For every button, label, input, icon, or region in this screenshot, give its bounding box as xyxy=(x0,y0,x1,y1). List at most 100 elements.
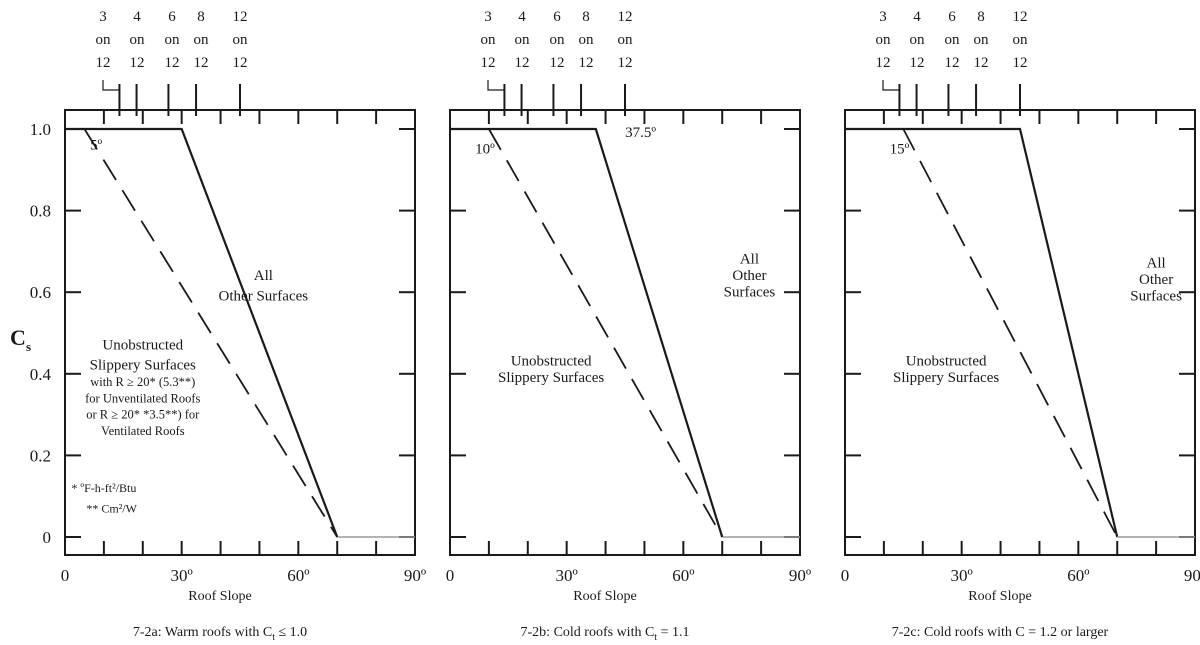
pitch-label: 12 xyxy=(1013,9,1028,25)
pitch-label: on xyxy=(876,32,892,48)
pitch-label: 12 xyxy=(550,55,565,71)
pitch-label: on xyxy=(130,32,146,48)
caption-text: 7-2c: Cold roofs with C = 1.2 or larger xyxy=(892,625,1109,640)
chart-panel-7-2a: 0 0.2 0.4 0.6 0.8 1.0 0 30º 60º 90º Roof Slope 3 on 1… xyxy=(30,9,426,643)
plot-frame xyxy=(449,109,801,556)
chart-annotation: Unobstructed xyxy=(906,354,987,370)
pitch-label: on xyxy=(481,32,497,48)
pitch-label: on xyxy=(1013,32,1029,48)
chart-panel-7-2c: 0 30º 60º 90º Roof Slope 3 on 12 4 on 12 6 on 12 8 on 12… xyxy=(841,9,1200,640)
caption-subscript: t xyxy=(272,632,275,643)
chart-annotation: 5º xyxy=(90,137,103,153)
chart-annotation: Unobstructed xyxy=(511,354,592,370)
chart-annotation: All xyxy=(254,268,273,284)
chart-annotation: 37.5º xyxy=(625,125,656,141)
pitch-label: 6 xyxy=(168,9,176,25)
x-tick-label: 0 xyxy=(61,566,70,585)
pitch-label: on xyxy=(618,32,634,48)
chart-annotation: for Unventilated Roofs xyxy=(85,391,200,405)
pitch-label: 12 xyxy=(945,55,960,71)
caption-tail: ≤ 1.0 xyxy=(275,625,307,640)
series-line-slippery-surfaces xyxy=(83,128,338,538)
pitch-label: 12 xyxy=(194,55,209,71)
x-tick-label: 90º xyxy=(789,566,811,585)
pitch-label: 12 xyxy=(233,55,248,71)
y-tick-label: 1.0 xyxy=(30,120,51,139)
caption-text: 7-2b: Cold roofs with C xyxy=(521,625,655,640)
pitch-label: 12 xyxy=(618,55,633,71)
caption-subscript: t xyxy=(654,632,657,643)
pitch-label: on xyxy=(96,32,112,48)
chart-annotation: or R ≥ 20* *3.5**) for xyxy=(86,408,200,422)
series-line-slippery-surfaces xyxy=(488,128,724,538)
pitch-label: 12 xyxy=(910,55,925,71)
series-line-slippery-surfaces xyxy=(902,128,1119,538)
pitch-label: 12 xyxy=(974,55,989,71)
pitch-label: 8 xyxy=(197,9,205,25)
pitch-label: 8 xyxy=(582,9,590,25)
y-axis-label-sub: s xyxy=(26,339,31,354)
chart-annotation: All xyxy=(740,252,759,268)
pitch-label: 4 xyxy=(518,9,526,25)
chart-annotation: Surfaces xyxy=(724,284,776,300)
y-tick-label: 0.8 xyxy=(30,202,51,221)
chart-annotation: * ºF-h-ft²/Btu xyxy=(71,481,136,495)
chart-annotation: Slippery Surfaces xyxy=(893,370,999,386)
series-line-all-other-surfaces xyxy=(450,127,724,538)
x-tick-label: 60º xyxy=(1067,566,1089,585)
pitch-label: 12 xyxy=(618,9,633,25)
y-tick-label: 0 xyxy=(43,528,52,547)
pitch-label: 12 xyxy=(233,9,248,25)
chart-annotation: Other xyxy=(1139,272,1173,288)
pitch-label: 12 xyxy=(876,55,891,71)
pitch-label: 8 xyxy=(977,9,985,25)
y-tick-label: 0.4 xyxy=(30,365,52,384)
pitch-label: 3 xyxy=(484,9,492,25)
x-axis-title: Roof Slope xyxy=(188,589,251,604)
x-tick-label: 60º xyxy=(672,566,694,585)
chart-annotation: Ventilated Roofs xyxy=(101,424,185,438)
pitch-label: on xyxy=(194,32,210,48)
chart-annotation: Other Surfaces xyxy=(219,288,309,304)
pitch-label: on xyxy=(233,32,249,48)
pitch-label: 6 xyxy=(553,9,561,25)
figure-caption: 7-2c: Cold roofs with C = 1.2 or larger xyxy=(892,625,1109,640)
pitch-label: 3 xyxy=(99,9,107,25)
y-tick-label: 0.6 xyxy=(30,283,51,302)
pitch-label: on xyxy=(974,32,990,48)
x-tick-label: 0 xyxy=(841,566,850,585)
x-tick-label: 60º xyxy=(287,566,309,585)
plot-frame xyxy=(844,109,1196,556)
y-tick-label: 0.2 xyxy=(30,446,51,465)
pitch-label: 3 xyxy=(879,9,887,25)
pitch-label: on xyxy=(945,32,961,48)
series-line-all-other-surfaces xyxy=(65,127,339,538)
figure-caption: 7-2a: Warm roofs with Ct ≤ 1.0 xyxy=(133,625,307,643)
chart-annotation: All xyxy=(1147,256,1166,272)
pitch-label: on xyxy=(550,32,566,48)
chart-annotation: Unobstructed xyxy=(102,337,183,353)
y-axis-label-main: C xyxy=(10,325,26,350)
pitch-leader xyxy=(882,80,901,100)
y-axis-label: C s xyxy=(10,325,31,354)
chart-panel-7-2b: 0 30º 60º 90º Roof Slope 3 on 12 4 on 12 6 on 12 8 on 12… xyxy=(446,9,811,643)
pitch-label: 4 xyxy=(913,9,921,25)
chart-annotation: ** Cm²/W xyxy=(86,502,137,516)
x-axis-title: Roof Slope xyxy=(968,589,1031,604)
chart-annotation: 15º xyxy=(890,141,910,157)
pitch-label: 12 xyxy=(130,55,145,71)
x-tick-label: 30º xyxy=(171,566,193,585)
pitch-label: on xyxy=(579,32,595,48)
pitch-leader xyxy=(102,80,121,100)
chart-annotation: Other xyxy=(732,268,766,284)
x-tick-label: 90º xyxy=(1184,566,1200,585)
x-axis-title: Roof Slope xyxy=(573,589,636,604)
pitch-label: 12 xyxy=(1013,55,1028,71)
x-tick-label: 90º xyxy=(404,566,426,585)
chart-annotation: 10º xyxy=(475,141,495,157)
pitch-label: 12 xyxy=(481,55,496,71)
x-tick-label: 30º xyxy=(951,566,973,585)
chart-annotation: with R ≥ 20* (5.3**) xyxy=(90,375,195,389)
pitch-label: on xyxy=(910,32,926,48)
